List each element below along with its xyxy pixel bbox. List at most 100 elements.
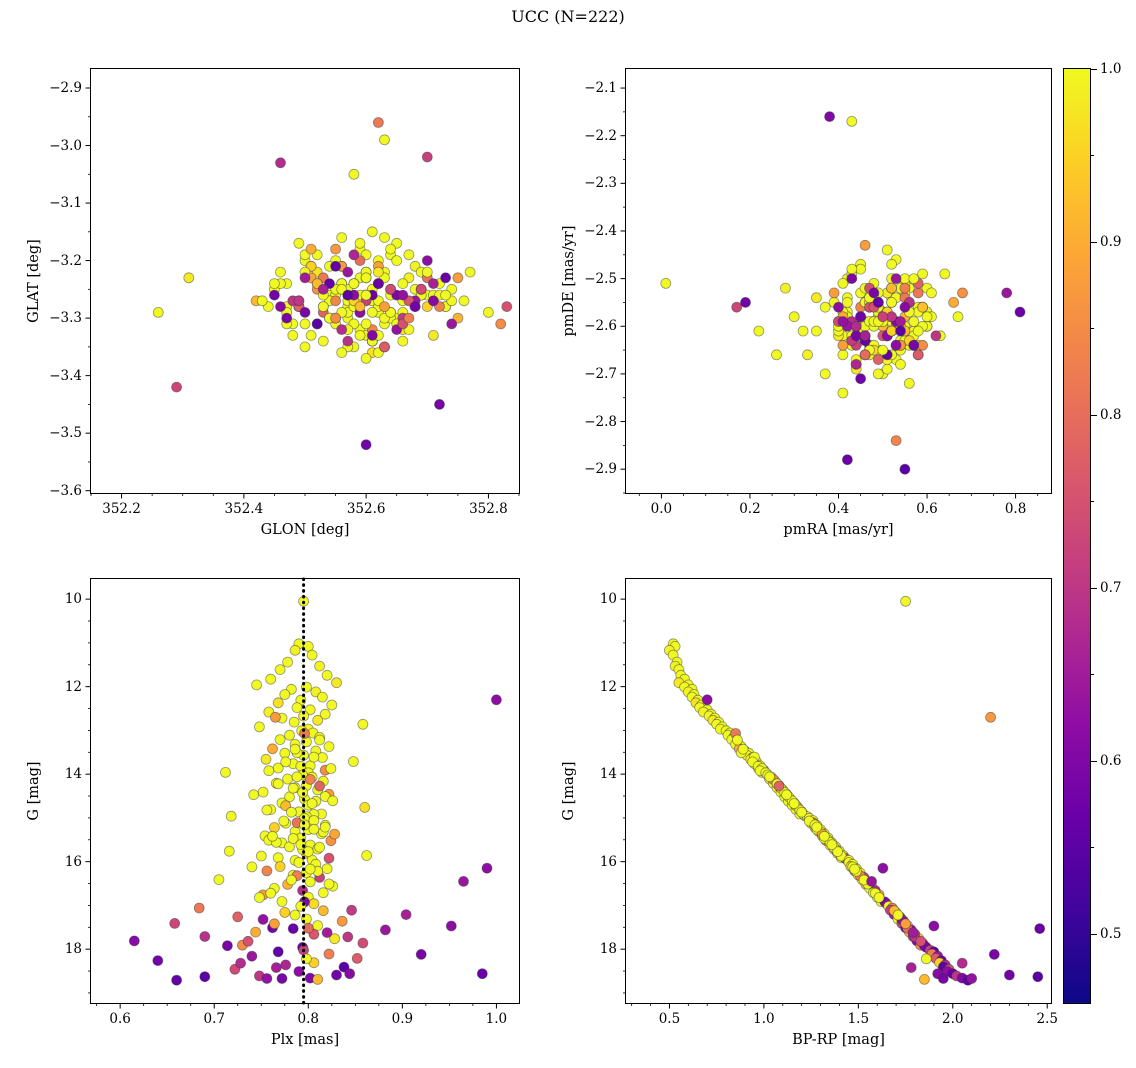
scatter-point (985, 711, 997, 723)
scatter-point (128, 935, 140, 947)
scatter-point (846, 116, 858, 127)
scatter-point (323, 948, 335, 960)
glon-glat-ylabel: GLAT [deg] (26, 239, 42, 323)
scatter-point (952, 311, 964, 323)
scatter-point (213, 874, 225, 886)
scatter-point (886, 258, 898, 270)
scatter-point (740, 296, 751, 308)
scatter-point (304, 876, 316, 888)
scatter-point (263, 765, 275, 777)
scatter-point (850, 320, 862, 332)
scatter-point (275, 266, 286, 278)
scatter-point (331, 969, 342, 981)
scatter-point (881, 244, 893, 256)
y-tick-label: −2.6 (584, 318, 617, 335)
scatter-point (344, 968, 356, 980)
colorbar-tick (1091, 933, 1097, 935)
y-tick-label: 10 (64, 591, 82, 608)
scatter-point (366, 306, 378, 318)
scatter-point (354, 237, 366, 249)
scatter-point (314, 841, 326, 853)
scatter-point (841, 454, 853, 466)
scatter-point (304, 704, 316, 716)
scatter-point (881, 363, 893, 375)
scatter-point (918, 973, 930, 985)
scatter-point (899, 282, 911, 294)
scatter-point (421, 266, 433, 278)
y-tick-label: −2.4 (584, 222, 617, 239)
scatter-point (819, 368, 831, 380)
scatter-point (921, 311, 933, 323)
scatter-point (354, 301, 366, 313)
x-tick-label: 1.0 (753, 1011, 775, 1027)
scatter-point (312, 714, 324, 726)
scatter-point (877, 862, 889, 874)
scatter-point (810, 292, 822, 304)
scatter-point (336, 232, 348, 244)
scatter-point (939, 268, 951, 280)
scatter-point (828, 287, 840, 299)
scatter-point (357, 718, 369, 730)
bprp-g-plot (620, 595, 1048, 1009)
scatter-point (773, 780, 785, 792)
scatter-point (325, 763, 337, 774)
scatter-point (701, 694, 713, 706)
scatter-point (305, 243, 317, 255)
scatter-point (256, 295, 268, 307)
scatter-point (899, 301, 911, 313)
scatter-point (169, 917, 181, 929)
x-tick-label: 0.8 (297, 1011, 320, 1027)
scatter-point (957, 287, 968, 299)
scatter-point (246, 861, 258, 873)
scatter-point (937, 973, 949, 984)
scatter-point (895, 358, 906, 370)
bprp-g-ylabel: G [mag] (561, 761, 577, 821)
scatter-point (360, 318, 372, 330)
scatter-point (849, 863, 861, 875)
scatter-point (810, 325, 822, 337)
scatter-point (275, 301, 286, 313)
scatter-point (274, 664, 286, 675)
scatter-point (868, 287, 880, 299)
scatter-point (895, 325, 906, 337)
scatter-point (342, 266, 354, 278)
scatter-point (819, 301, 831, 313)
x-tick-label: 0.5 (658, 1011, 681, 1027)
scatter-point (391, 255, 403, 267)
scatter-point (281, 312, 293, 324)
scatter-point (276, 973, 288, 984)
scatter-point (342, 931, 354, 943)
scatter-point (397, 335, 409, 347)
colorbar-tick (1091, 241, 1097, 243)
scatter-point (660, 277, 672, 289)
scatter-point (329, 828, 341, 840)
scatter-point (289, 644, 301, 656)
scatter-point (385, 283, 397, 295)
scatter-point (171, 381, 182, 393)
scatter-point (291, 771, 303, 783)
scatter-point (268, 918, 280, 930)
scatter-point (403, 312, 415, 324)
y-tick-label: −3.6 (49, 482, 82, 499)
x-tick-label: 1.0 (485, 1011, 508, 1027)
scatter-point (372, 278, 384, 290)
scatter-point (323, 878, 335, 890)
y-tick-label: −3.4 (49, 367, 82, 384)
x-tick-label: 1.5 (847, 1011, 870, 1027)
scatter-point (912, 325, 924, 337)
colorbar-tick-label: 0.5 (1100, 925, 1122, 942)
scatter-point (397, 278, 409, 290)
pmra-pmde-ylabel: pmDE [mas/yr] (561, 225, 577, 337)
scatter-point (837, 277, 849, 289)
scatter-point (900, 595, 912, 607)
scatter-point (872, 354, 884, 366)
scatter-point (926, 287, 937, 299)
scatter-point (308, 823, 320, 835)
colorbar-minor-tick (1090, 674, 1094, 676)
scatter-point (360, 289, 372, 301)
scatter-point (261, 865, 273, 877)
scatter-point (360, 439, 372, 451)
scatter-point (317, 887, 329, 899)
scatter-point (966, 973, 978, 984)
